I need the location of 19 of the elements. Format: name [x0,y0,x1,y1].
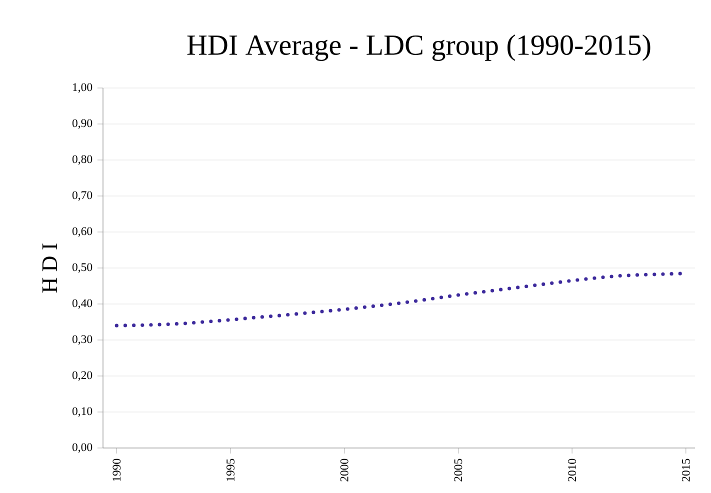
y-tick-label: 0,40 [72,299,92,309]
y-tick-label: 0,50 [72,263,92,273]
x-tick-label: 2005 [454,458,462,482]
y-tick-label: 0,10 [72,407,92,417]
y-tick-label: 0,20 [72,371,92,381]
y-tick-label: 0,90 [72,119,92,129]
y-tick-label: 0,60 [72,227,92,237]
chart-title: HDI Average - LDC group (1990-2015) [187,34,650,61]
y-tick-label: 0,00 [72,443,92,453]
x-tick-label: 2015 [682,458,690,482]
x-tick-label: 2000 [340,458,348,482]
x-tick-label: 2010 [568,458,576,482]
y-axis-title: H D I [42,244,57,293]
x-tick-label: 1995 [226,458,234,481]
y-tick-label: 0,30 [72,335,92,345]
x-tick-label: 1990 [112,458,121,481]
y-tick-label: 0,70 [72,191,92,201]
y-tick-label: 0,80 [72,155,92,165]
y-tick-label: 1,00 [73,83,92,93]
